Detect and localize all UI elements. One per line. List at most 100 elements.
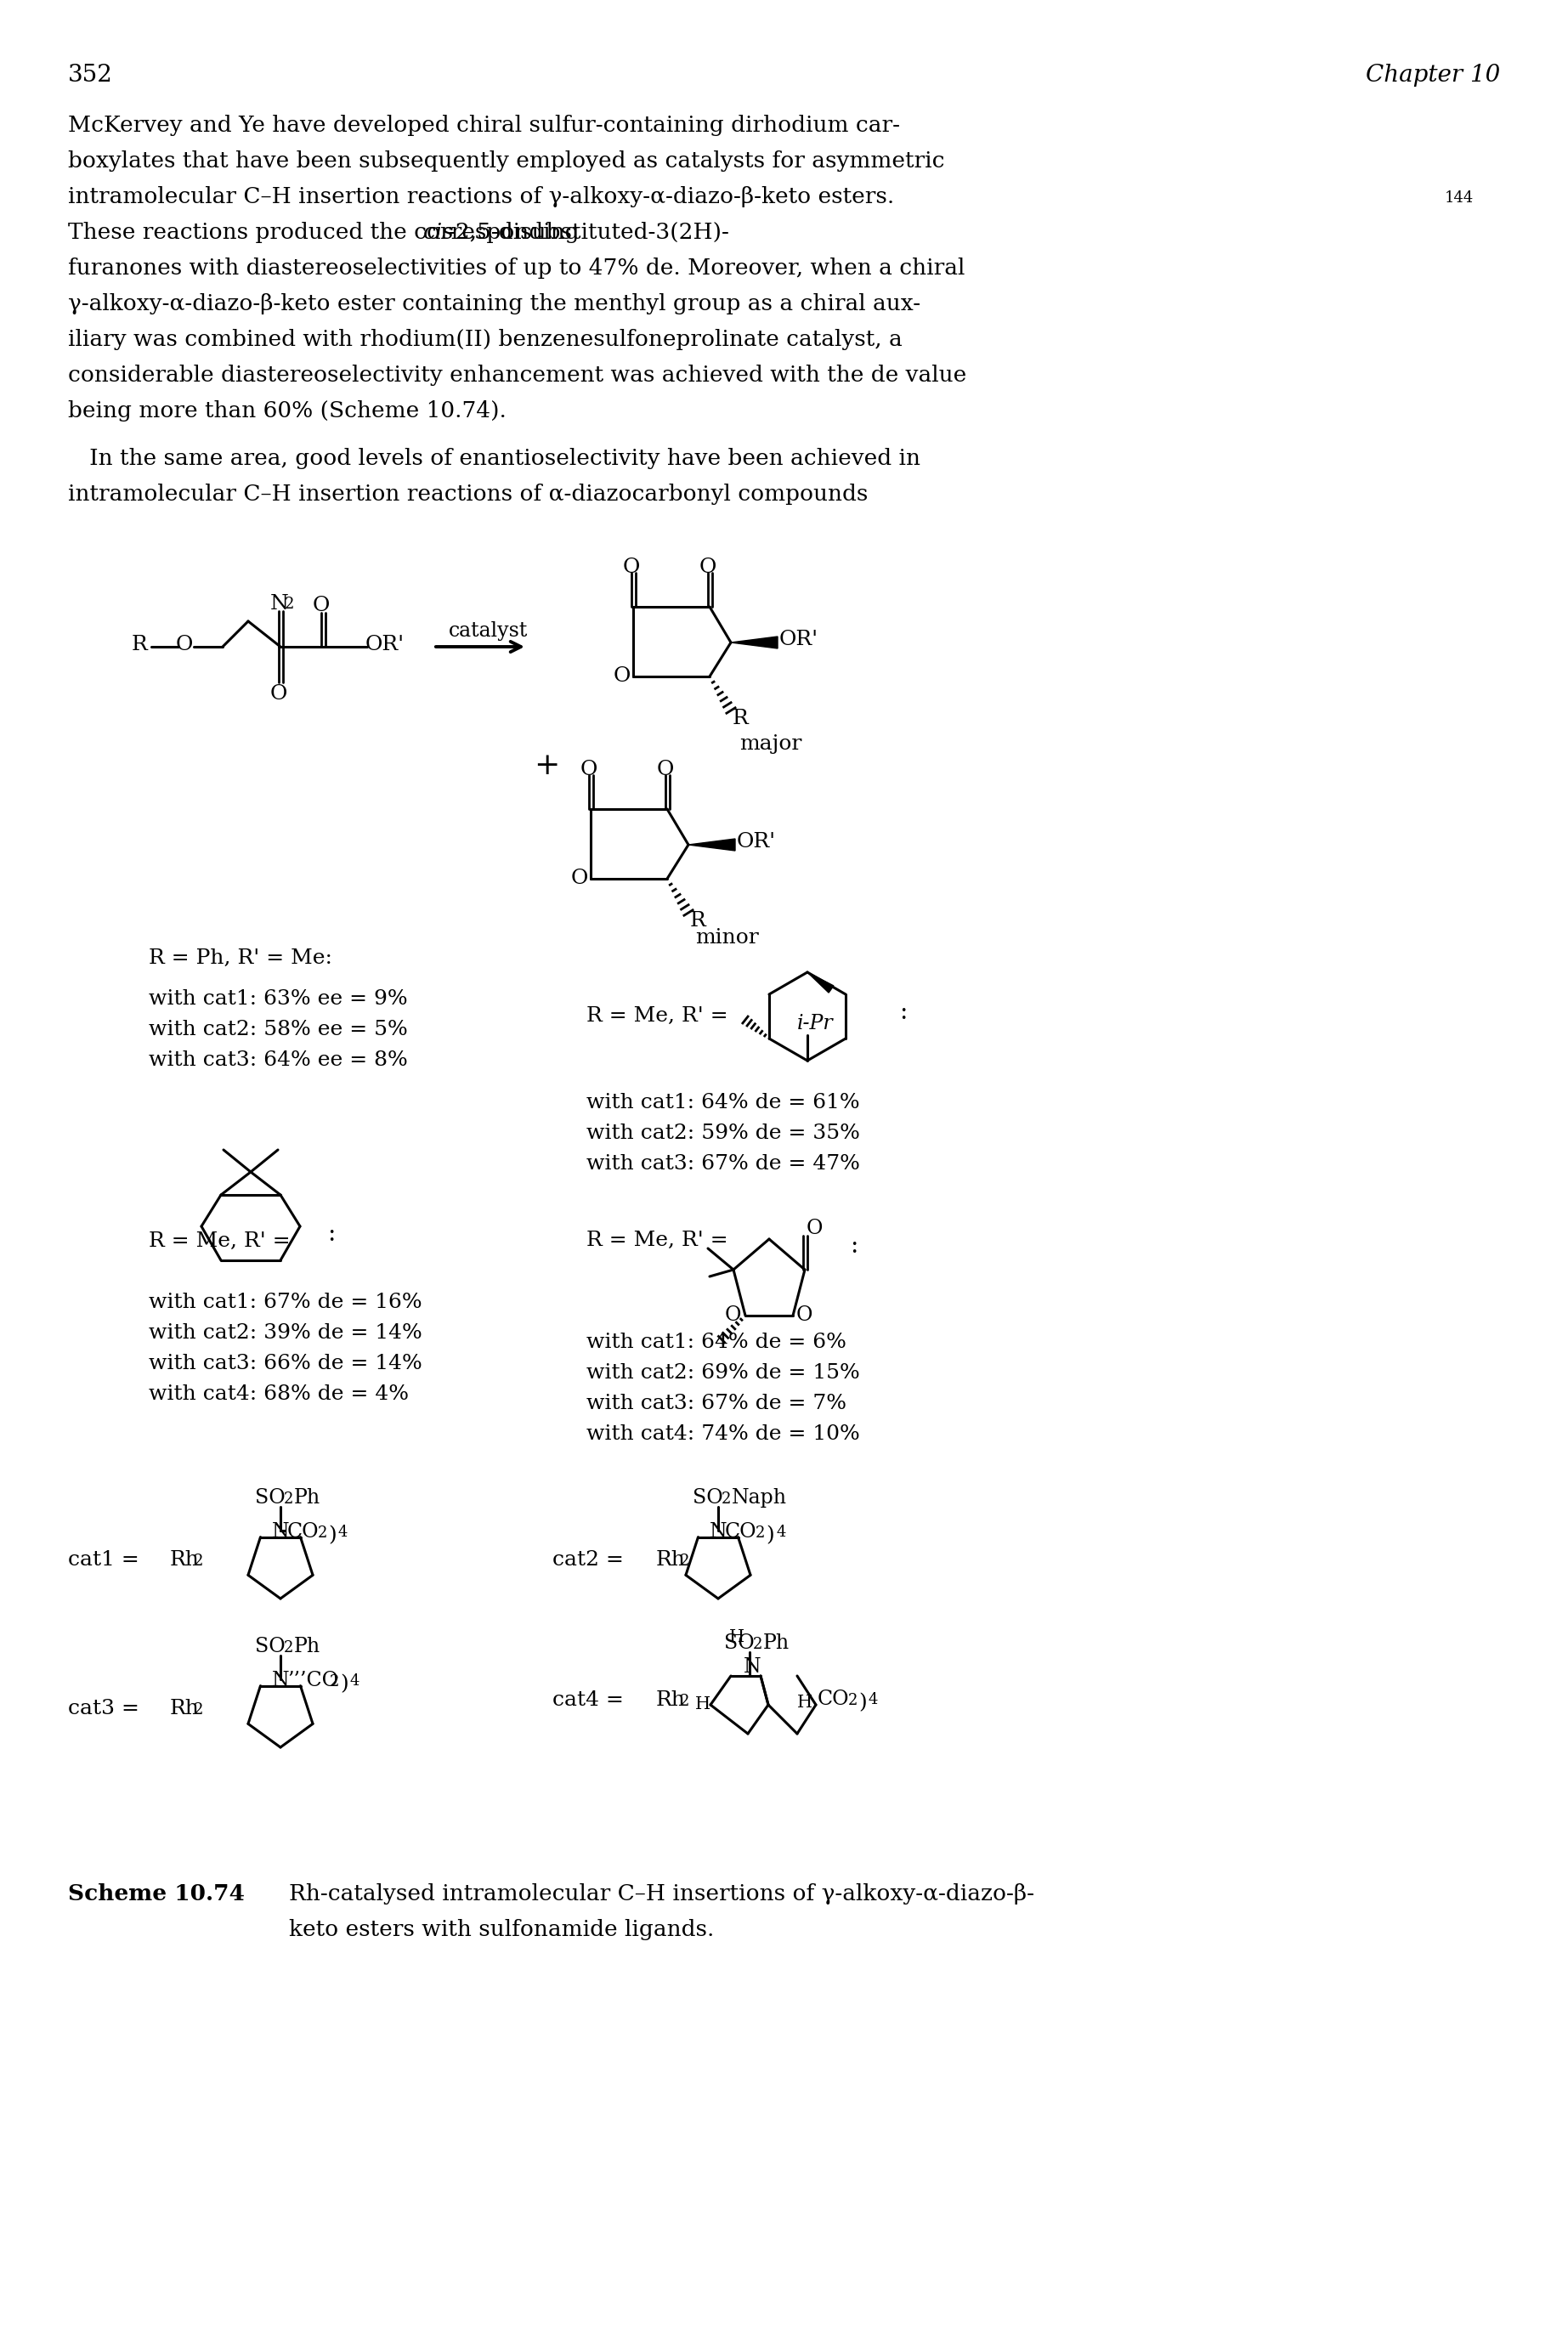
Text: O: O (797, 1306, 812, 1325)
Text: R = Me, R' =: R = Me, R' = (586, 1231, 728, 1250)
Text: ): ) (328, 1525, 336, 1546)
Text: Ph: Ph (295, 1489, 320, 1508)
Text: In the same area, good levels of enantioselectivity have been achieved in: In the same area, good levels of enantio… (67, 449, 920, 470)
Text: iliary was combined with rhodium(II) benzenesulfoneprolinate catalyst, a: iliary was combined with rhodium(II) ben… (67, 329, 902, 350)
Text: with cat1: 67% de = 16%: with cat1: 67% de = 16% (149, 1292, 422, 1313)
Text: with cat2: 58% ee = 5%: with cat2: 58% ee = 5% (149, 1019, 408, 1038)
Text: R: R (132, 634, 147, 655)
Text: 2: 2 (194, 1553, 204, 1569)
Text: These reactions produced the corresponding: These reactions produced the correspondi… (67, 221, 586, 242)
Text: R = Ph, R' = Me:: R = Ph, R' = Me: (149, 949, 332, 968)
Text: CO: CO (724, 1522, 757, 1541)
Text: with cat4: 74% de = 10%: with cat4: 74% de = 10% (586, 1423, 859, 1445)
Text: SO: SO (256, 1489, 285, 1508)
Text: 2: 2 (753, 1637, 762, 1651)
Text: N: N (710, 1522, 728, 1541)
Text: 144: 144 (1444, 190, 1474, 207)
Text: ): ) (340, 1675, 348, 1694)
Text: Ph: Ph (764, 1633, 790, 1654)
Text: Rh-catalysed intramolecular C–H insertions of γ-alkoxy-α-diazo-β-: Rh-catalysed intramolecular C–H insertio… (289, 1884, 1035, 1905)
Text: furanones with diastereoselectivities of up to 47% de. Moreover, when a chiral: furanones with diastereoselectivities of… (67, 258, 964, 280)
Text: :: : (850, 1236, 858, 1257)
Text: 4: 4 (339, 1525, 348, 1541)
Text: Scheme 10.74: Scheme 10.74 (67, 1884, 245, 1905)
Polygon shape (808, 972, 834, 994)
Text: 2: 2 (848, 1694, 858, 1708)
Text: 2: 2 (285, 597, 295, 611)
Text: 2: 2 (681, 1694, 690, 1710)
Text: 2: 2 (284, 1492, 293, 1506)
Text: O: O (613, 667, 630, 686)
Text: 4: 4 (350, 1672, 359, 1689)
Text: cat4 =: cat4 = (552, 1691, 624, 1710)
Text: Chapter 10: Chapter 10 (1366, 63, 1501, 87)
Text: N: N (270, 594, 289, 613)
Text: 2: 2 (681, 1553, 690, 1569)
Text: OR': OR' (779, 630, 818, 648)
Text: O: O (622, 557, 640, 578)
Text: R: R (732, 709, 748, 728)
Text: O: O (580, 759, 597, 780)
Polygon shape (688, 839, 735, 850)
Text: cis: cis (423, 221, 453, 242)
Text: 2: 2 (721, 1492, 731, 1506)
Text: γ-alkoxy-α-diazo-β-keto ester containing the menthyl group as a chiral aux-: γ-alkoxy-α-diazo-β-keto ester containing… (67, 294, 920, 315)
Text: N: N (271, 1522, 290, 1541)
Text: O: O (176, 634, 193, 655)
Text: ): ) (858, 1694, 867, 1712)
Text: minor: minor (695, 928, 759, 947)
Text: H: H (797, 1694, 812, 1710)
Text: Rh: Rh (655, 1691, 685, 1710)
Text: +: + (533, 752, 560, 780)
Text: 4: 4 (776, 1525, 786, 1541)
Text: OR': OR' (365, 634, 405, 655)
Text: O: O (657, 759, 674, 780)
Text: ’’’CO: ’’’CO (287, 1670, 339, 1691)
Text: H: H (695, 1696, 710, 1712)
Text: CO: CO (817, 1689, 850, 1710)
Text: 2: 2 (756, 1525, 765, 1541)
Text: 352: 352 (67, 63, 113, 87)
Text: being more than 60% (Scheme 10.74).: being more than 60% (Scheme 10.74). (67, 399, 506, 420)
Text: O: O (724, 1306, 742, 1325)
Text: with cat1: 63% ee = 9%: with cat1: 63% ee = 9% (149, 989, 408, 1008)
Text: O: O (312, 597, 331, 615)
Text: intramolecular C–H insertion reactions of γ-alkoxy-α-diazo-β-keto esters.: intramolecular C–H insertion reactions o… (67, 186, 894, 207)
Text: O: O (699, 557, 717, 578)
Text: Naph: Naph (732, 1489, 787, 1508)
Text: i-Pr: i-Pr (797, 1015, 834, 1034)
Text: R: R (690, 911, 706, 930)
Text: SO: SO (256, 1637, 285, 1656)
Text: :: : (328, 1224, 336, 1245)
Text: 2: 2 (284, 1640, 293, 1656)
Text: with cat3: 64% ee = 8%: with cat3: 64% ee = 8% (149, 1050, 408, 1069)
Text: R = Me, R' =: R = Me, R' = (586, 1005, 728, 1027)
Text: :: : (898, 1001, 908, 1024)
Text: Rh: Rh (169, 1550, 199, 1569)
Text: with cat2: 39% de = 14%: with cat2: 39% de = 14% (149, 1322, 422, 1344)
Text: cat3 =: cat3 = (67, 1698, 140, 1719)
Text: with cat2: 69% de = 15%: with cat2: 69% de = 15% (586, 1362, 859, 1384)
Text: SO: SO (693, 1489, 723, 1508)
Text: Ph: Ph (295, 1637, 320, 1656)
Text: 2: 2 (318, 1525, 328, 1541)
Text: N: N (271, 1670, 290, 1691)
Text: with cat3: 66% de = 14%: with cat3: 66% de = 14% (149, 1353, 422, 1374)
Text: McKervey and Ye have developed chiral sulfur-containing dirhodium car-: McKervey and Ye have developed chiral su… (67, 115, 900, 136)
Text: 2: 2 (329, 1675, 339, 1689)
Polygon shape (731, 637, 778, 648)
Text: keto esters with sulfonamide ligands.: keto esters with sulfonamide ligands. (289, 1919, 713, 1940)
Text: with cat1: 64% de = 61%: with cat1: 64% de = 61% (586, 1092, 859, 1113)
Text: -2,5-disubstituted-3(2H)-: -2,5-disubstituted-3(2H)- (448, 221, 729, 242)
Text: O: O (571, 869, 588, 888)
Text: cat1 =: cat1 = (67, 1550, 140, 1569)
Text: OR': OR' (737, 832, 776, 853)
Text: cat2 =: cat2 = (552, 1550, 624, 1569)
Text: ): ) (765, 1525, 775, 1546)
Text: SO: SO (724, 1633, 754, 1654)
Text: with cat3: 67% de = 7%: with cat3: 67% de = 7% (586, 1393, 847, 1414)
Text: CO: CO (287, 1522, 320, 1541)
Text: with cat2: 59% de = 35%: with cat2: 59% de = 35% (586, 1123, 859, 1144)
Text: H: H (729, 1630, 745, 1644)
Text: O: O (270, 684, 287, 705)
